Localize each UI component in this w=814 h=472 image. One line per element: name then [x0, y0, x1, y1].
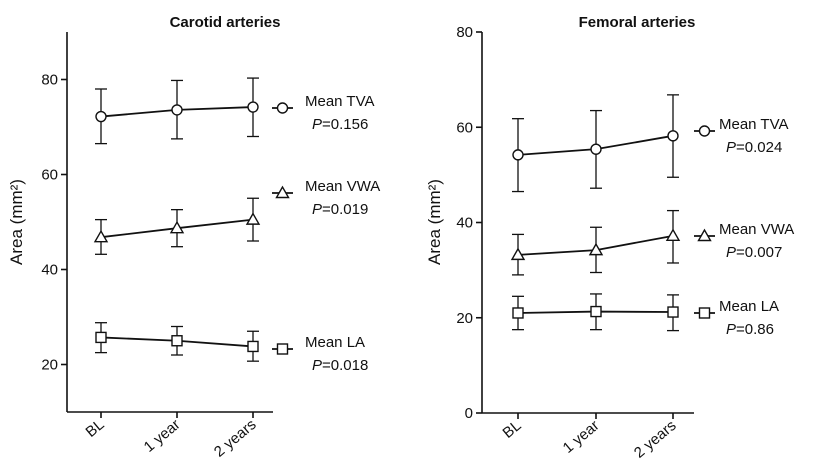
data-point — [512, 307, 524, 319]
data-point — [95, 110, 107, 123]
p-value-label: P=0.156 — [312, 116, 368, 133]
data-point — [247, 101, 259, 113]
p-symbol: P — [726, 244, 736, 261]
data-point — [171, 335, 183, 347]
x-tick-label: BL — [500, 417, 525, 442]
chart-title: Carotid arteries — [170, 14, 281, 31]
legend-entry: Mean LA P=0.018 — [272, 334, 368, 374]
data-point — [667, 130, 679, 142]
p-value: =0.018 — [322, 357, 368, 374]
legend-entry: Mean VWA P=0.019 — [272, 178, 380, 218]
legend-marker — [275, 185, 290, 199]
y-tick-label: 80 — [41, 72, 58, 89]
chart-title: Femoral arteries — [579, 14, 696, 31]
p-symbol: P — [726, 321, 736, 338]
data-point — [588, 242, 604, 256]
data-point — [95, 331, 107, 344]
y-tick-label: 40 — [41, 262, 58, 279]
p-value-label: P=0.019 — [312, 201, 368, 218]
y-tick-label: 60 — [41, 167, 58, 184]
series-circle — [512, 94, 679, 193]
y-tick-label: 60 — [456, 119, 473, 136]
data-point — [510, 247, 526, 261]
p-value-label: P=0.018 — [312, 357, 368, 374]
data-point — [667, 306, 679, 318]
legend-marker — [698, 307, 711, 319]
legend-marker — [276, 343, 289, 355]
legend-label: Mean VWA — [305, 178, 380, 195]
data-point — [169, 220, 185, 234]
y-tick-label: 20 — [456, 310, 473, 327]
p-value: =0.86 — [736, 321, 774, 338]
legend-marker — [276, 102, 289, 114]
p-value: =0.156 — [322, 116, 368, 133]
series-triangle — [93, 197, 261, 255]
x-tick-label: 1 year — [560, 417, 603, 457]
legend-label: Mean LA — [305, 334, 365, 351]
legend-marker — [698, 125, 711, 137]
legend-marker — [697, 228, 712, 242]
data-point — [590, 143, 602, 155]
y-tick-label: 0 — [465, 405, 473, 422]
legend-label: Mean LA — [719, 298, 779, 315]
data-point — [590, 305, 602, 318]
p-symbol: P — [312, 357, 322, 374]
data-point — [665, 228, 681, 242]
series-square — [95, 322, 259, 362]
legend-label: Mean TVA — [305, 93, 374, 110]
legend-label: Mean VWA — [719, 221, 794, 238]
p-value-label: P=0.86 — [726, 321, 774, 338]
series-square — [512, 293, 679, 332]
p-value: =0.024 — [736, 139, 782, 156]
p-value: =0.019 — [322, 201, 368, 218]
p-symbol: P — [726, 139, 736, 156]
data-point — [93, 229, 109, 243]
x-tick-label: 2 years — [631, 417, 680, 462]
data-point — [171, 104, 183, 116]
p-value-label: P=0.024 — [726, 139, 782, 156]
legend-entry: Mean LA P=0.86 — [694, 298, 779, 338]
data-point — [245, 212, 261, 225]
legend-entry: Mean VWA P=0.007 — [694, 221, 794, 261]
y-tick-label: 20 — [41, 357, 58, 374]
series-triangle — [510, 209, 681, 276]
x-tick-label: BL — [83, 416, 108, 441]
x-tick-label: 2 years — [211, 416, 260, 461]
femoral-chart: Femoral arteries Area (mm²) 0 20 40 60 80 BL 1 y… — [425, 14, 794, 462]
series-circle — [95, 77, 259, 145]
p-symbol: P — [312, 201, 322, 218]
y-tick-label: 40 — [456, 215, 473, 232]
legend-entry: Mean TVA P=0.024 — [694, 116, 788, 156]
y-axis-label: Area (mm²) — [425, 179, 444, 265]
p-value: =0.007 — [736, 244, 782, 261]
x-tick-label: 1 year — [141, 416, 184, 456]
data-point — [247, 340, 259, 353]
y-axis-label: Area (mm²) — [7, 179, 26, 265]
data-point — [512, 149, 524, 161]
carotid-chart: Carotid arteries Area (mm²) 20 40 60 80 BL 1 ye… — [7, 14, 380, 461]
y-tick-label: 80 — [456, 24, 473, 41]
p-value-label: P=0.007 — [726, 244, 782, 261]
legend-label: Mean TVA — [719, 116, 788, 133]
legend-entry: Mean TVA P=0.156 — [272, 93, 374, 133]
p-symbol: P — [312, 116, 322, 133]
